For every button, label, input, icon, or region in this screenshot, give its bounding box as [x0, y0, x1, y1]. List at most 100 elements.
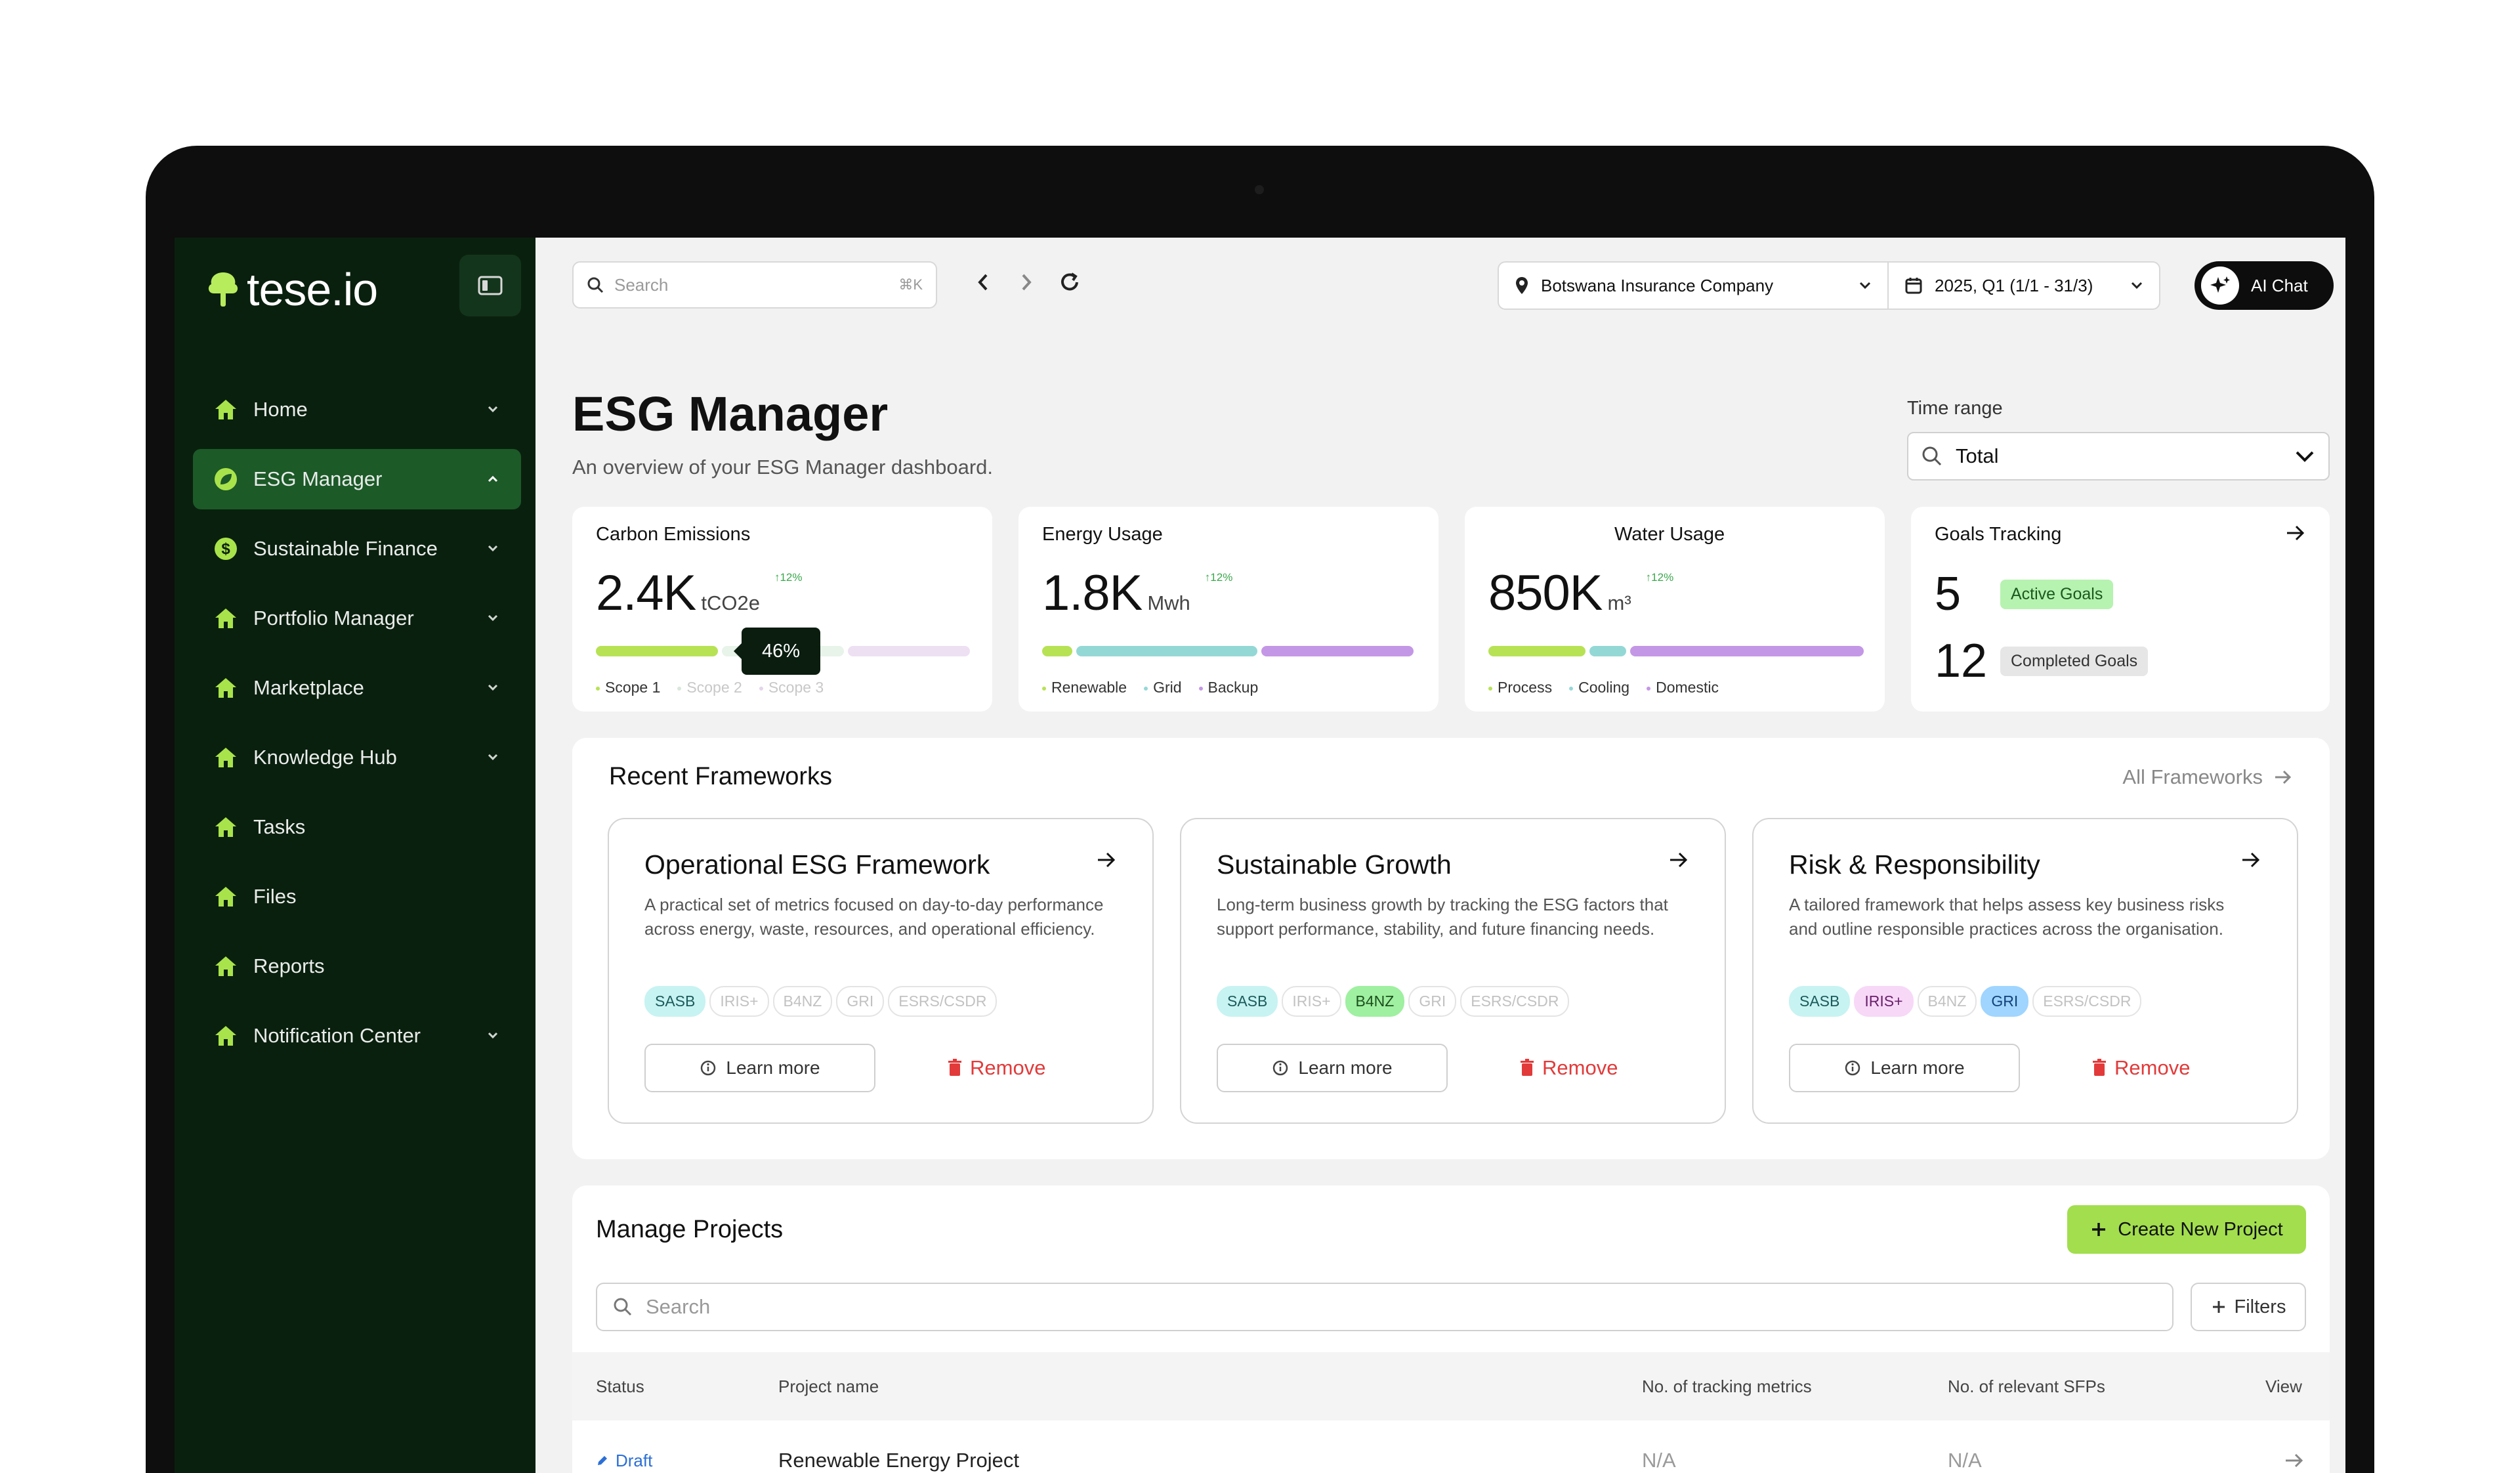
domestic-segment[interactable] — [1630, 646, 1864, 656]
arrow-right-icon[interactable] — [2285, 524, 2306, 545]
time-range-select[interactable]: Total — [1907, 432, 2330, 480]
refresh-button[interactable] — [1055, 268, 1084, 297]
energy-usage-card[interactable]: Energy Usage 1.8K Mwh ↑12% Renewable Gri… — [1018, 507, 1438, 712]
all-frameworks-link[interactable]: All Frameworks — [2122, 765, 2293, 789]
framework-card[interactable]: Sustainable Growth Long-term business gro… — [1180, 818, 1726, 1124]
learn-more-label: Learn more — [726, 1057, 820, 1078]
water-usage-card[interactable]: Water Usage 850K m³ ↑12% Process Cooling… — [1465, 507, 1885, 712]
scope1-segment[interactable] — [596, 646, 718, 656]
pencil-icon — [598, 1456, 607, 1465]
energy-value: 1.8K — [1042, 565, 1143, 621]
manage-projects-panel: Manage Projects Create New Project Searc… — [572, 1185, 2330, 1473]
arrow-right-icon[interactable] — [2240, 851, 2261, 872]
chevron-left-icon — [978, 274, 988, 291]
location-pin-icon — [1516, 277, 1528, 294]
framework-tag: IRIS+ — [1282, 986, 1341, 1017]
search-placeholder: Search — [614, 274, 669, 295]
global-search-input[interactable]: Search ⌘K — [572, 261, 937, 309]
trash-icon — [1521, 1059, 1534, 1076]
project-name: Renewable Energy Project — [778, 1449, 1020, 1472]
search-shortcut: ⌘K — [898, 276, 923, 293]
framework-card[interactable]: Operational ESG Framework A practical set… — [608, 818, 1154, 1124]
sidebar-item-notification-center[interactable]: Notification Center — [193, 1006, 521, 1066]
chevron-down-icon[interactable] — [484, 610, 501, 627]
info-icon — [1273, 1060, 1288, 1076]
col-project-name[interactable]: Project name — [778, 1376, 879, 1396]
legend-backup: Backup — [1198, 679, 1258, 696]
sidebar-item-label: Portfolio Manager — [253, 607, 414, 630]
chevron-down-icon[interactable] — [484, 540, 501, 557]
chevron-down-icon[interactable] — [484, 401, 501, 418]
home-icon — [213, 953, 239, 979]
legend-cooling: Cooling — [1569, 679, 1629, 696]
framework-tag: GRI — [1408, 986, 1457, 1017]
water-legend: Process Cooling Domestic — [1488, 679, 1719, 696]
main-content: Search ⌘K Botswana Insurance Company 202… — [536, 238, 2345, 1473]
sidebar-item-sustainable-finance[interactable]: $ Sustainable Finance — [193, 519, 521, 579]
learn-more-button[interactable]: Learn more — [1789, 1044, 2020, 1092]
chevron-down-icon[interactable] — [484, 749, 501, 766]
chevron-down-icon[interactable] — [484, 679, 501, 696]
remove-label: Remove — [970, 1056, 1046, 1079]
search-icon — [1922, 446, 1942, 466]
learn-more-button[interactable]: Learn more — [644, 1044, 875, 1092]
energy-unit: Mwh — [1147, 591, 1190, 614]
sidebar-item-marketplace[interactable]: Marketplace — [193, 658, 521, 718]
col-relevant-sfps[interactable]: No. of relevant SFPs — [1948, 1376, 2105, 1396]
home-icon — [213, 396, 239, 423]
status-badge: Draft — [596, 1420, 652, 1473]
col-tracking-metrics[interactable]: No. of tracking metrics — [1642, 1376, 1812, 1396]
arrow-right-icon[interactable] — [1668, 851, 1689, 872]
framework-card[interactable]: Risk & Responsibility A tailored framewor… — [1752, 818, 2298, 1124]
chevron-right-icon — [1022, 274, 1032, 291]
sidebar-item-label: Sustainable Finance — [253, 537, 438, 560]
sidebar-item-tasks[interactable]: Tasks — [193, 797, 521, 857]
filters-button[interactable]: Filters — [2191, 1283, 2306, 1331]
water-breakdown-bar — [1488, 646, 1864, 656]
backup-segment[interactable] — [1261, 646, 1414, 656]
cooling-segment[interactable] — [1589, 646, 1626, 656]
table-row[interactable]: Draft Renewable Energy Project N/A N/A — [572, 1420, 2330, 1473]
arrow-right-icon[interactable] — [1096, 851, 1117, 872]
sidebar-item-home[interactable]: Home — [193, 379, 521, 440]
sidebar-item-files[interactable]: Files — [193, 866, 521, 927]
trash-icon — [948, 1059, 961, 1076]
chevron-down-icon — [2296, 451, 2314, 462]
back-button[interactable] — [969, 268, 998, 297]
energy-legend: Renewable Grid Backup — [1042, 679, 1258, 696]
sidebar-item-reports[interactable]: Reports — [193, 936, 521, 996]
remove-button[interactable]: Remove — [2092, 1044, 2190, 1092]
chevron-down-icon[interactable] — [484, 1027, 501, 1044]
sidebar-item-label: Notification Center — [253, 1024, 421, 1047]
projects-search-input[interactable]: Search — [596, 1283, 2174, 1331]
grid-segment[interactable] — [1076, 646, 1257, 656]
sidebar-item-esg-manager[interactable]: ESG Manager — [193, 449, 521, 509]
remove-button[interactable]: Remove — [1520, 1044, 1618, 1092]
collapse-sidebar-button[interactable] — [459, 255, 521, 316]
create-project-label: Create New Project — [2118, 1218, 2283, 1240]
goals-tracking-card[interactable]: Goals Tracking 5 Active Goals 12 Complet… — [1911, 507, 2330, 712]
company-select[interactable]: Botswana Insurance Company — [1498, 261, 1887, 310]
period-select[interactable]: 2025, Q1 (1/1 - 31/3) — [1887, 261, 2160, 310]
remove-button[interactable]: Remove — [948, 1044, 1045, 1092]
col-status[interactable]: Status — [596, 1376, 644, 1396]
leaf-icon — [213, 466, 239, 492]
renewable-segment[interactable] — [1042, 646, 1072, 656]
carbon-emissions-card[interactable]: Carbon Emissions 2.4K tCO2e ↑12% 46% Sco… — [572, 507, 992, 712]
legend-domestic: Domestic — [1647, 679, 1719, 696]
scope3-segment[interactable] — [848, 646, 970, 656]
create-project-button[interactable]: Create New Project — [2067, 1205, 2306, 1254]
view-button[interactable] — [2284, 1420, 2305, 1473]
process-segment[interactable] — [1488, 646, 1586, 656]
water-value: 850K — [1488, 565, 1603, 621]
sidebar-item-knowledge-hub[interactable]: Knowledge Hub — [193, 727, 521, 788]
framework-title: Operational ESG Framework — [644, 849, 990, 880]
learn-more-button[interactable]: Learn more — [1217, 1044, 1448, 1092]
legend-scope1: Scope 1 — [596, 679, 660, 696]
chevron-up-icon[interactable] — [484, 471, 501, 488]
brand-logo[interactable]: tese.io — [206, 260, 378, 319]
ai-chat-button[interactable]: AI Chat — [2194, 261, 2334, 310]
arrow-right-icon — [2275, 770, 2292, 784]
forward-button[interactable] — [1012, 268, 1041, 297]
sidebar-item-portfolio-manager[interactable]: Portfolio Manager — [193, 588, 521, 649]
